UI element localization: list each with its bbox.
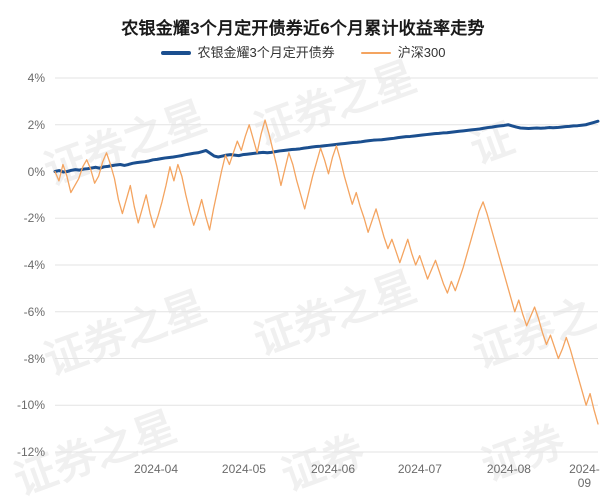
x-axis-tick-label: 2024-07 — [397, 462, 442, 476]
y-axis-tick-label: -2% — [23, 211, 45, 226]
x-axis-tick-label: 2024-08 — [486, 462, 531, 476]
legend-swatch-index — [360, 51, 391, 54]
y-axis-tick-label: -10% — [16, 398, 45, 413]
y-axis-tick-label: -8% — [23, 351, 45, 366]
legend-label-fund: 农银金耀3个月定开债券 — [197, 45, 335, 60]
chart-title: 农银金耀3个月定开债券近6个月累计收益率走势 — [121, 19, 485, 38]
legend-swatch-fund — [160, 50, 191, 55]
x-axis-tick-label: 2024-06 — [310, 462, 356, 476]
y-axis-tick-label: -12% — [16, 445, 45, 459]
legend-item-fund[interactable]: 农银金耀3个月定开债券 — [160, 45, 335, 60]
legend-label-index: 沪深300 — [397, 45, 446, 60]
x-axis-tick-label: 2024-05 — [221, 462, 266, 476]
y-axis-tick-label: -4% — [23, 258, 45, 272]
series-line-fund — [53, 119, 600, 174]
y-axis-tick-label: -6% — [23, 304, 45, 319]
y-axis-tick-label: 4% — [27, 71, 45, 85]
y-axis-tick-label: 0% — [27, 164, 45, 179]
chart-legend: 农银金耀3个月定开债券 沪深300 — [0, 46, 606, 59]
x-axis-tick-label: 2024-04 — [133, 462, 179, 476]
legend-item-index[interactable]: 沪深300 — [360, 45, 446, 60]
x-axis-tick-label: 2024-09 — [569, 462, 600, 490]
series-line-index — [54, 119, 599, 425]
y-axis-tick-label: 2% — [27, 117, 45, 132]
